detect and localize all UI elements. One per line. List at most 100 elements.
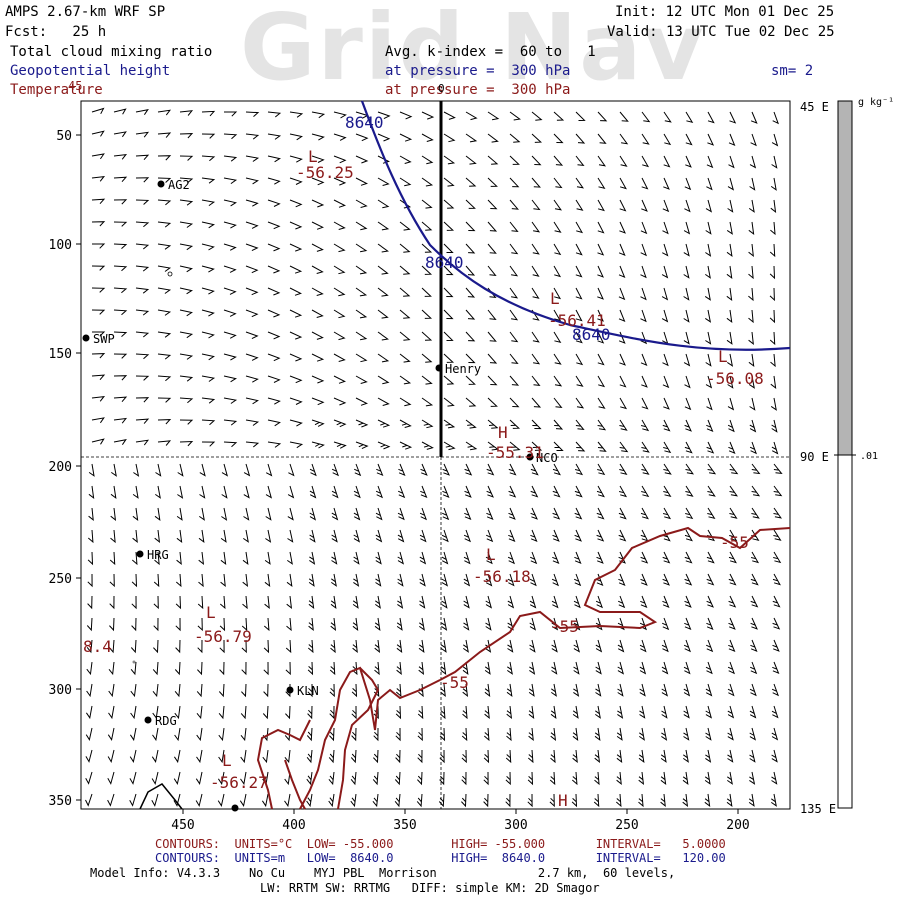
wind-barb	[683, 243, 690, 257]
wind-barb	[553, 309, 562, 322]
station-label-rdg: RDG	[155, 714, 177, 728]
extremum-value-6: -56.79	[194, 627, 252, 646]
wind-barb	[639, 683, 646, 697]
wind-barb	[748, 375, 755, 389]
station-dot-hrg[interactable]	[136, 550, 144, 558]
wind-barb	[597, 221, 605, 234]
wind-barb	[154, 551, 160, 566]
wind-barb	[616, 771, 622, 786]
station-dot-south[interactable]	[231, 804, 239, 812]
wind-barb	[377, 309, 389, 319]
wind-barb	[705, 221, 712, 235]
wind-barb	[157, 353, 172, 360]
wind-barb	[92, 243, 106, 249]
wind-barb	[330, 595, 337, 610]
wind-barb	[706, 155, 714, 169]
wind-barb	[706, 573, 715, 586]
wind-barb	[223, 133, 238, 140]
wind-barb	[597, 463, 606, 476]
wind-barb	[486, 463, 495, 476]
wind-barb	[726, 331, 733, 345]
wind-barb	[355, 243, 368, 253]
wind-barb	[109, 595, 115, 610]
wind-barb	[130, 661, 137, 676]
wind-barb	[91, 287, 106, 293]
wind-barb	[333, 199, 346, 208]
wind-barb	[284, 749, 291, 764]
wind-barb	[421, 199, 433, 209]
wind-barb	[333, 287, 346, 297]
wind-barb	[399, 111, 413, 120]
wind-barb	[157, 199, 172, 206]
extremum-letter-1: L	[308, 147, 318, 166]
wind-barb	[507, 573, 515, 587]
wind-barb	[151, 749, 159, 763]
wind-barb	[507, 661, 513, 675]
wind-barb	[421, 287, 432, 297]
wind-barb	[91, 353, 106, 359]
wind-barb	[662, 375, 670, 389]
station-dot-henry[interactable]	[435, 364, 443, 372]
forecast-hour: Fcst: 25 h	[5, 24, 107, 40]
wind-barb	[399, 309, 411, 319]
wind-barb	[241, 617, 248, 632]
wind-barb	[417, 705, 424, 720]
wind-barb	[289, 265, 303, 274]
wind-barb	[197, 661, 203, 676]
wind-barb	[218, 705, 225, 720]
wind-barb	[507, 595, 515, 609]
station-dot-swp[interactable]	[82, 334, 90, 342]
wind-barb	[641, 463, 650, 475]
wind-barb	[485, 573, 493, 587]
wind-barb	[201, 265, 215, 273]
wind-barb	[769, 287, 775, 302]
wind-barb	[355, 221, 368, 231]
valid-time: Valid: 13 UTC Tue 02 Dec 25	[607, 24, 835, 40]
wind-barb	[441, 507, 450, 521]
wind-barb	[573, 573, 582, 587]
wind-barb	[487, 155, 499, 165]
wind-barb	[685, 507, 694, 520]
wind-barb	[113, 153, 128, 160]
wind-barb	[441, 595, 448, 609]
wind-barb	[179, 110, 194, 116]
wind-barb	[773, 529, 782, 541]
wind-barb	[705, 199, 713, 213]
wind-barb	[132, 529, 138, 544]
wind-barb	[264, 551, 271, 565]
wind-barb	[113, 199, 128, 205]
wind-barb	[287, 529, 294, 543]
wind-barb	[355, 155, 369, 164]
wind-barb	[661, 265, 669, 279]
wind-barb	[113, 396, 128, 403]
wind-barb	[350, 793, 357, 808]
wind-barb	[508, 485, 517, 498]
wind-barb	[575, 243, 583, 256]
wind-barb	[597, 133, 607, 144]
station-dot-rdg[interactable]	[144, 716, 152, 724]
station-dot-nco[interactable]	[526, 453, 534, 461]
wind-barb	[201, 287, 215, 295]
wind-barb	[135, 375, 150, 381]
wind-barb	[769, 243, 776, 258]
wind-barb	[773, 507, 783, 519]
wind-barb	[597, 331, 605, 344]
wind-barb	[157, 309, 172, 316]
wind-barb	[331, 551, 338, 565]
wind-barb	[597, 309, 604, 322]
wind-barb	[377, 331, 389, 341]
wind-barb	[135, 331, 150, 338]
wind-barb	[683, 727, 690, 741]
wind-barb	[87, 551, 94, 566]
x-tick-200: 200	[726, 818, 749, 833]
wind-barb	[394, 793, 401, 808]
station-dot-ag2[interactable]	[157, 180, 165, 188]
wind-barb	[484, 705, 490, 720]
wind-barb	[553, 111, 565, 121]
wind-barb	[487, 353, 498, 364]
wind-barb	[443, 221, 455, 231]
wind-barb	[135, 353, 150, 360]
wind-barb	[661, 639, 669, 653]
station-dot-kln[interactable]	[286, 686, 294, 694]
